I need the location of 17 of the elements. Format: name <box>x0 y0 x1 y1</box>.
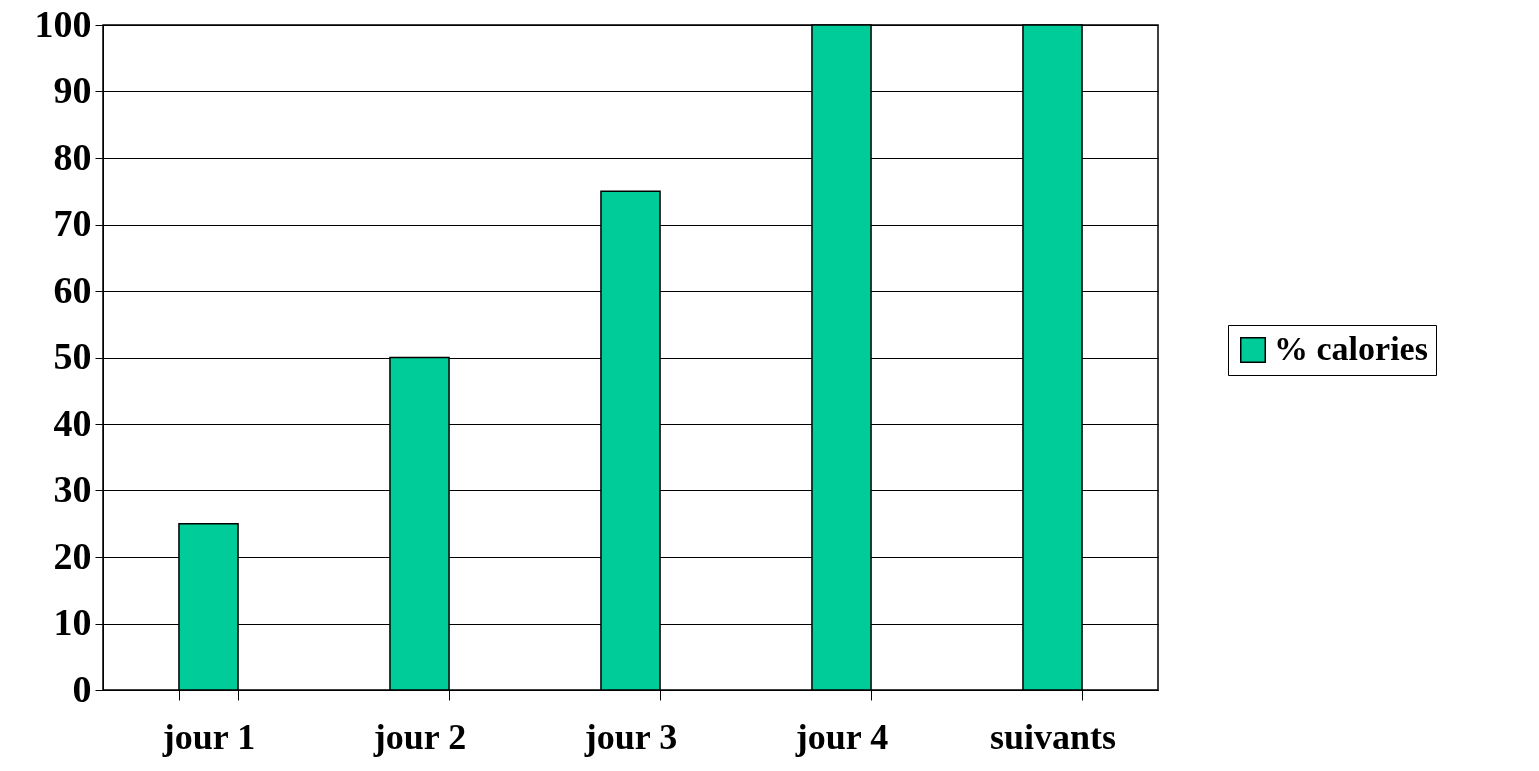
x-tick-label: jour 2 <box>372 716 467 757</box>
y-tick-label: 50 <box>53 335 92 377</box>
x-tick-label: suivants <box>989 716 1117 757</box>
y-tick-label: 0 <box>72 667 92 710</box>
x-tick-label: jour 1 <box>161 716 256 757</box>
y-tick-label: 10 <box>53 601 92 643</box>
y-tick-label: 70 <box>53 202 92 244</box>
y-tick-label: 100 <box>34 2 92 45</box>
x-tick-label: jour 4 <box>794 716 889 757</box>
y-tick-label: 30 <box>53 468 92 510</box>
y-tick-label: 40 <box>53 401 92 444</box>
x-tick-label: jour 3 <box>583 716 678 757</box>
y-tick-label: 20 <box>53 534 92 577</box>
y-tick-label: 80 <box>53 135 92 178</box>
legend-label: % calories <box>1274 330 1428 367</box>
y-tick-label: 90 <box>53 69 92 111</box>
y-tick-label: 60 <box>53 268 92 311</box>
